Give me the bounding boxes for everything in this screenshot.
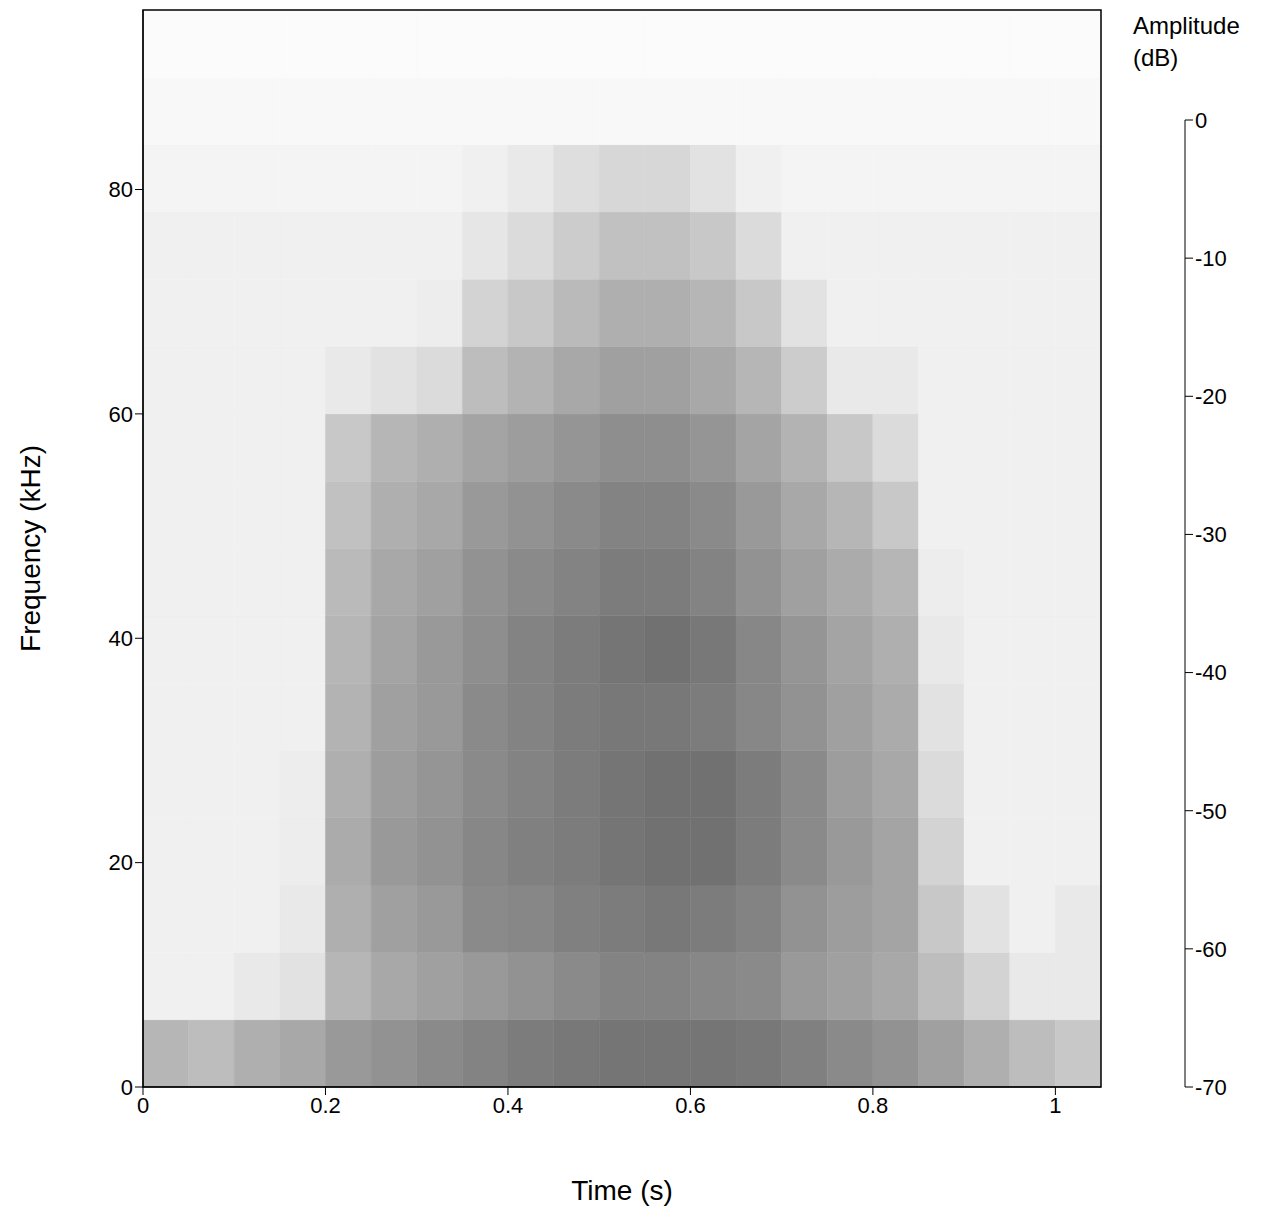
svg-text:-60: -60 xyxy=(1195,937,1227,962)
svg-text:60: 60 xyxy=(109,402,133,427)
html-text:(dB): (dB) xyxy=(1133,44,1179,71)
svg-text:0: 0 xyxy=(121,1075,133,1100)
html-text:Amplitude: Amplitude xyxy=(1133,12,1240,39)
svg-text:0: 0 xyxy=(1195,108,1207,133)
svg-text:-20: -20 xyxy=(1195,384,1227,409)
svg-text:40: 40 xyxy=(109,626,133,651)
svg-text:0.2: 0.2 xyxy=(310,1093,341,1118)
svg-text:Frequency (kHz): Frequency (kHz) xyxy=(15,445,46,652)
svg-text:-40: -40 xyxy=(1195,660,1227,685)
svg-text:Time (s): Time (s) xyxy=(571,1175,673,1206)
svg-text:-30: -30 xyxy=(1195,522,1227,547)
svg-text:-10: -10 xyxy=(1195,246,1227,271)
svg-text:80: 80 xyxy=(109,177,133,202)
svg-text:-70: -70 xyxy=(1195,1075,1227,1100)
svg-text:0.4: 0.4 xyxy=(493,1093,524,1118)
svg-text:0: 0 xyxy=(137,1093,149,1118)
svg-text:0.8: 0.8 xyxy=(858,1093,889,1118)
svg-text:1: 1 xyxy=(1049,1093,1061,1118)
svg-text:0.6: 0.6 xyxy=(675,1093,706,1118)
svg-text:-50: -50 xyxy=(1195,799,1227,824)
svg-text:20: 20 xyxy=(109,850,133,875)
